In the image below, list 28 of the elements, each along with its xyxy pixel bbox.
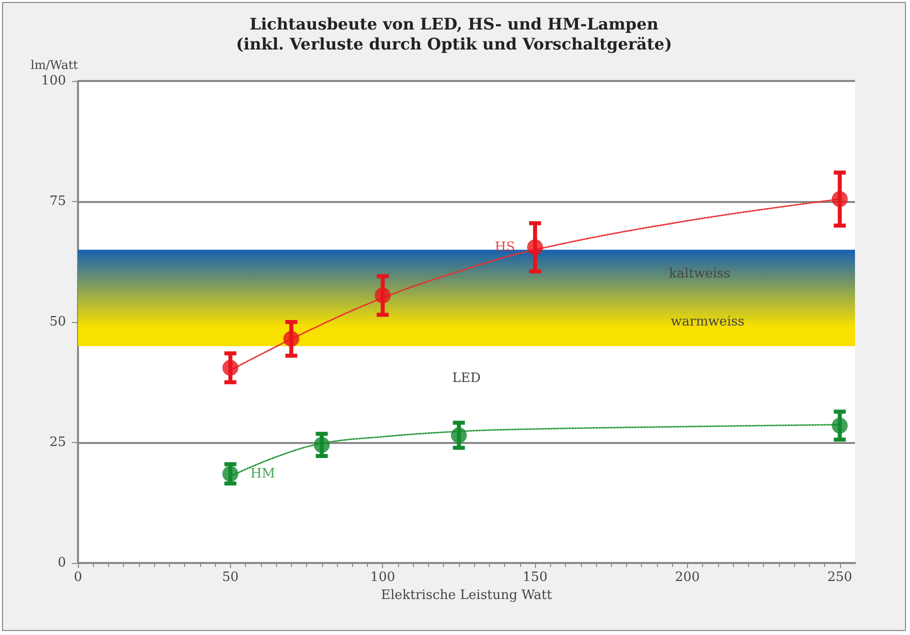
point bbox=[527, 239, 544, 256]
y-axis-title: lm/Watt bbox=[30, 58, 78, 72]
x-axis-title: Elektrische Leistung Watt bbox=[381, 588, 553, 603]
annotation: kaltweiss bbox=[668, 266, 730, 282]
point bbox=[314, 436, 330, 453]
x-tick-label: 100 bbox=[370, 570, 396, 585]
y-tick-label: 50 bbox=[49, 314, 66, 330]
series-label: HM bbox=[250, 466, 276, 482]
y-tick-label: 100 bbox=[41, 74, 66, 88]
x-tick-label: 200 bbox=[675, 570, 700, 585]
annotation: warmweiss bbox=[670, 314, 744, 330]
point bbox=[222, 466, 238, 482]
point bbox=[283, 330, 300, 347]
x-tick-label: 250 bbox=[827, 570, 852, 585]
point bbox=[450, 427, 467, 444]
chart-subtitle: (inkl. Verluste durch Optik und Vorschaltgeräte) bbox=[236, 34, 672, 54]
y-tick-label: 0 bbox=[58, 556, 66, 570]
y-tick-label: 25 bbox=[49, 435, 66, 450]
point bbox=[222, 360, 238, 376]
band-label: LED bbox=[452, 371, 481, 386]
x-tick-label: 0 bbox=[74, 570, 82, 585]
point bbox=[832, 418, 848, 434]
point bbox=[374, 287, 391, 304]
chart-title: Lichtausbeute von LED, HS- und HM-Lampen bbox=[250, 14, 659, 34]
x-tick-label: 50 bbox=[222, 570, 239, 585]
x-tick-label: 150 bbox=[522, 570, 548, 585]
point bbox=[832, 191, 848, 208]
y-tick-label: 75 bbox=[49, 194, 66, 209]
